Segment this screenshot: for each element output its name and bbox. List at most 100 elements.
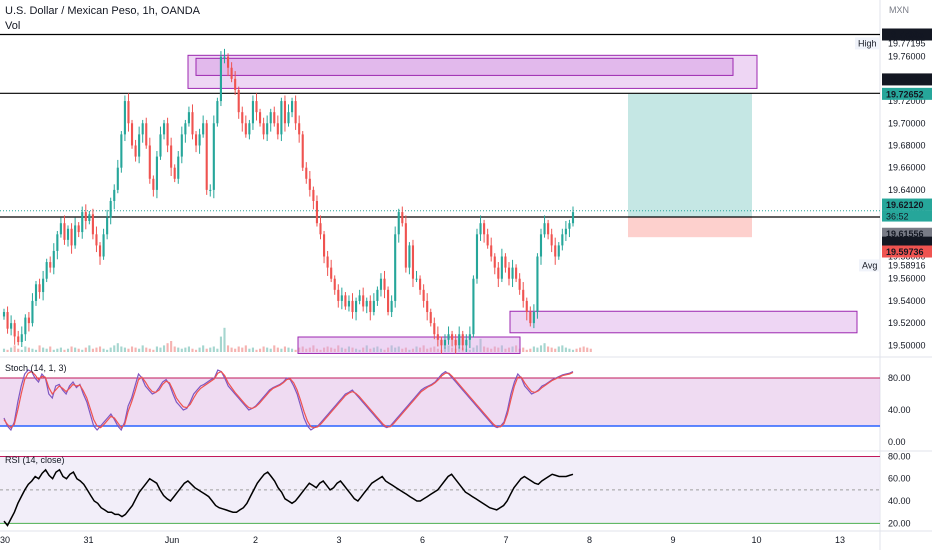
volume-bar <box>6 349 9 352</box>
volume-bar <box>148 348 151 352</box>
level-mid-label: 19.72696 <box>886 75 924 85</box>
volume-bar <box>333 348 336 352</box>
candle <box>429 308 432 327</box>
candle <box>70 223 73 254</box>
volume-bar <box>582 346 585 352</box>
candle-body <box>49 262 52 268</box>
candle-body <box>13 323 16 337</box>
candle-body <box>315 200 319 224</box>
candle <box>568 219 571 238</box>
candle-body <box>191 112 194 135</box>
candle-body <box>251 101 254 124</box>
candle-body <box>269 112 272 124</box>
volume-bar <box>411 348 415 352</box>
candle <box>451 330 454 347</box>
price-tick-label: 19.52000 <box>888 318 926 328</box>
candle <box>433 317 436 340</box>
candle-body <box>27 317 30 324</box>
level-mid-label-bg <box>882 73 932 86</box>
current-price-label-extra: 36:52 <box>886 212 909 222</box>
volume-bar <box>376 346 379 352</box>
volume-bar <box>24 346 27 352</box>
candle-body <box>162 123 166 135</box>
volume-bar <box>152 349 155 352</box>
candle-body <box>550 234 553 246</box>
candle <box>347 295 351 312</box>
candle-body <box>219 56 222 102</box>
stop-loss-area[interactable] <box>628 217 752 238</box>
candle-body <box>305 167 308 179</box>
volume-bar <box>479 338 482 352</box>
candle <box>571 206 575 227</box>
candle-body <box>483 223 486 235</box>
volume-bar <box>586 347 589 352</box>
volume-bar <box>255 349 258 352</box>
supply-demand-zone[interactable] <box>509 310 858 334</box>
profit-target-area[interactable] <box>628 93 752 218</box>
supply-demand-zone[interactable] <box>297 336 521 354</box>
volume-bar <box>234 348 237 352</box>
candle <box>397 208 400 243</box>
stoch-d-line <box>3 370 574 429</box>
inner-zone[interactable] <box>195 57 734 76</box>
volume-bar <box>319 349 322 352</box>
candle-body <box>223 56 226 58</box>
candle <box>177 151 180 184</box>
candle-body <box>330 267 333 279</box>
price-tick-label: 19.66000 <box>888 163 926 173</box>
candle <box>308 171 311 197</box>
candle-body <box>443 339 447 346</box>
time-tick-label: 30 <box>0 535 10 545</box>
candle-body <box>397 212 400 235</box>
candle-body <box>461 334 464 346</box>
volume-bar <box>387 347 390 352</box>
candle <box>162 119 166 140</box>
volume-bar <box>298 347 301 352</box>
candle-body <box>465 339 468 346</box>
candle <box>490 237 493 262</box>
candle <box>333 275 336 295</box>
candle-body <box>226 56 230 68</box>
volume-bar <box>383 349 386 352</box>
candle-body <box>475 234 479 279</box>
candle-body <box>212 123 215 190</box>
volume-bar <box>575 348 578 352</box>
candle-body <box>237 89 240 113</box>
candle <box>404 215 407 273</box>
candle-body <box>255 101 258 113</box>
candle <box>351 293 354 319</box>
candle-body <box>294 101 297 124</box>
candle-body <box>539 234 543 257</box>
candle-body <box>564 228 567 235</box>
time-tick-label: 7 <box>503 535 508 545</box>
time-tick-label: 31 <box>83 535 93 545</box>
volume-bar <box>436 348 439 352</box>
candle <box>479 215 482 241</box>
volume-bar <box>177 347 180 352</box>
candle <box>440 336 443 354</box>
candle-body <box>120 134 123 168</box>
candle <box>198 128 201 154</box>
candle-body <box>490 245 493 257</box>
volume-bar <box>141 345 144 352</box>
candle <box>244 115 247 138</box>
volume-bar <box>397 346 400 352</box>
candle <box>305 162 308 184</box>
candle <box>387 286 390 316</box>
candle <box>518 273 521 295</box>
rsi-tick-label: 80.00 <box>888 451 911 461</box>
candle <box>212 115 215 199</box>
volume-bar <box>330 347 333 352</box>
candle-body <box>216 101 219 124</box>
volume-bar <box>34 349 38 352</box>
volume-bar <box>74 347 77 352</box>
candle <box>223 48 226 64</box>
volume-bar <box>497 347 500 352</box>
candle-body <box>486 234 489 246</box>
candle-body <box>411 245 415 279</box>
level-top-label: 19.77995 <box>886 30 924 40</box>
candle <box>323 230 326 264</box>
candle-body <box>166 123 169 146</box>
volume-bar <box>415 346 418 352</box>
